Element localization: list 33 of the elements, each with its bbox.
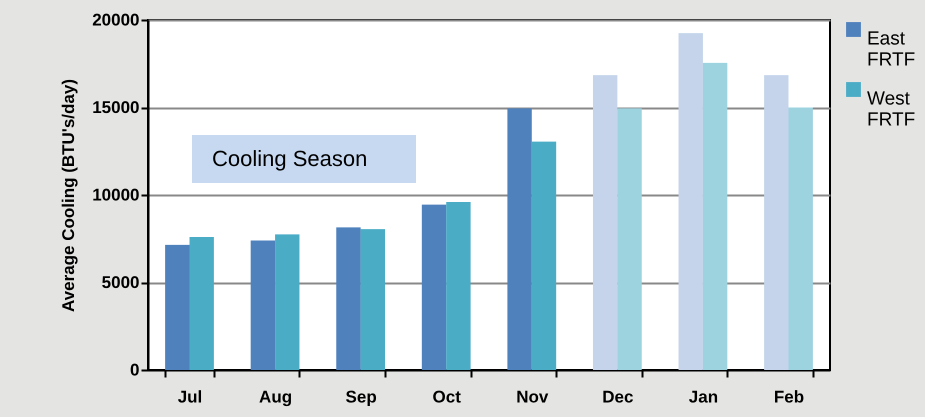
x-tick-label: Dec: [602, 388, 634, 406]
y-tick-label: 20000: [92, 10, 140, 30]
legend-label: East FRTF: [867, 28, 916, 70]
y-tick-label: 5000: [102, 273, 140, 292]
y-tick-label: 10000: [92, 186, 140, 204]
bar: [165, 244, 190, 370]
annotation: Cooling Season: [192, 135, 416, 183]
bar: [532, 142, 556, 370]
bar: [592, 75, 618, 370]
x-tick-label: Oct: [432, 388, 462, 406]
bar: [360, 229, 386, 370]
bar: [446, 202, 471, 370]
bar: [250, 240, 276, 370]
y-tick-label: 0: [130, 360, 140, 380]
x-tick-label: Aug: [259, 388, 292, 406]
bar: [275, 234, 300, 370]
legend-label: West FRTF: [867, 88, 916, 130]
bar: [422, 204, 446, 370]
y-axis-title: Average Cooling (BTU's/day): [59, 79, 78, 312]
x-tick-label: Feb: [774, 388, 804, 406]
bar: [190, 237, 214, 370]
y-tick-label: 15000: [92, 98, 140, 117]
bar: [336, 227, 361, 370]
x-tick-label: Jul: [178, 388, 202, 406]
x-tick-label: Jan: [688, 388, 718, 406]
bar: [788, 108, 813, 370]
x-tick-label: Sep: [346, 388, 377, 406]
x-tick-label: Nov: [516, 388, 549, 406]
bar: [507, 108, 532, 370]
bar: [678, 33, 703, 370]
bar: [764, 75, 788, 370]
bar: [702, 62, 728, 370]
bar: [617, 108, 642, 370]
